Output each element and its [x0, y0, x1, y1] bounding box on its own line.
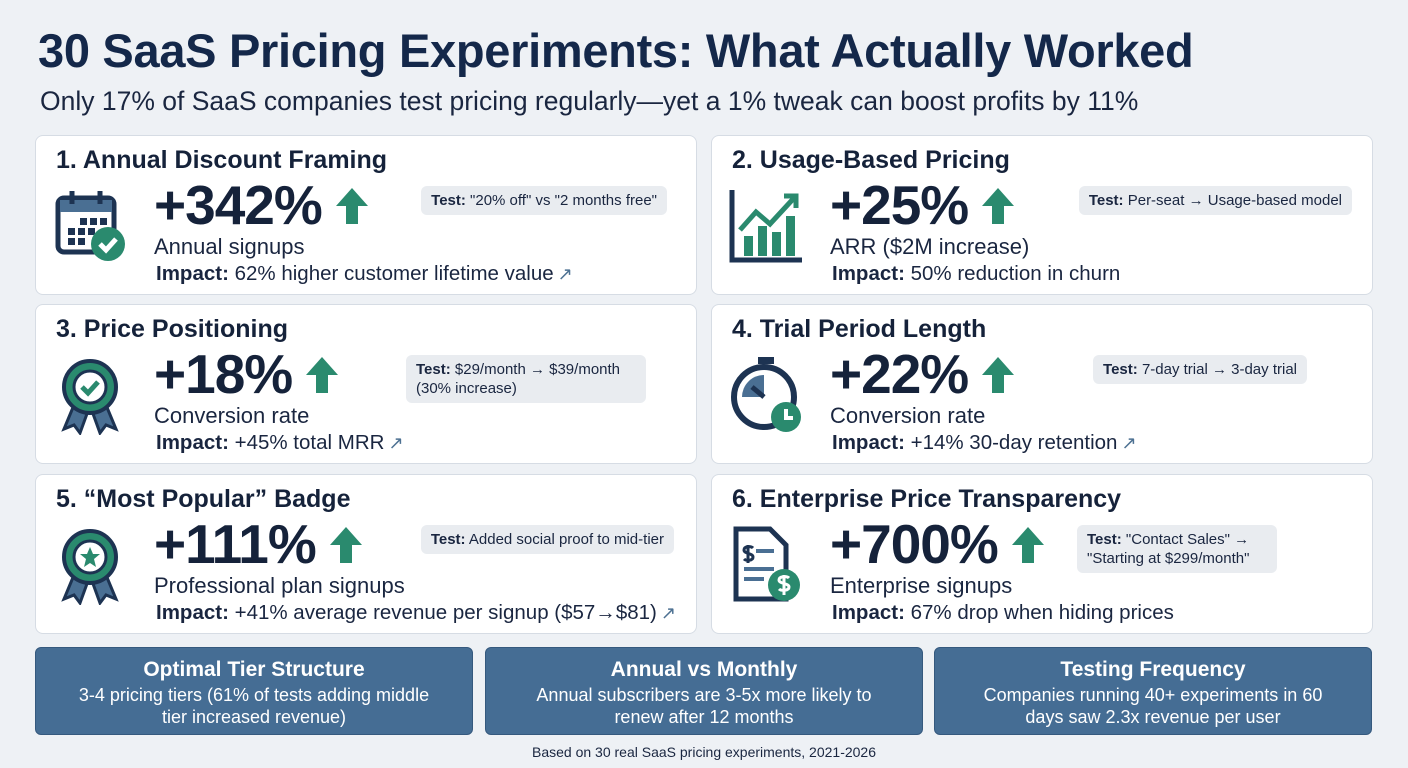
experiment-card: 4. Trial Period Length +22% Conversion r…: [711, 304, 1373, 464]
impact-label: Impact:: [832, 601, 905, 624]
metric-label: Conversion rate: [830, 403, 986, 428]
external-link-icon[interactable]: ↗: [388, 433, 404, 453]
result-value: +342%: [154, 174, 323, 236]
experiment-card: 5. “Most Popular” Badge +111% Profession…: [35, 474, 697, 634]
card-title: 5. “Most Popular” Badge: [56, 485, 351, 513]
impact-text: Impact: 62% higher customer lifetime val…: [156, 262, 573, 286]
result-value-row: +111%: [154, 517, 364, 572]
impact-label: Impact:: [832, 262, 905, 285]
banner-text: 3-4 pricing tiers (61% of tests adding m…: [78, 685, 430, 727]
impact-label: Impact:: [156, 431, 229, 454]
impact-value: 50% reduction in churn: [910, 262, 1121, 285]
page-title: 30 SaaS Pricing Experiments: What Actual…: [38, 24, 1194, 77]
card-title: 1. Annual Discount Framing: [56, 146, 388, 174]
test-pill: Test: "Contact Sales" → "Starting at $29…: [1077, 525, 1277, 573]
test-value: "20% off" vs "2 months free": [470, 192, 657, 209]
stopwatch-icon: [731, 357, 801, 432]
price-document-icon: [733, 526, 800, 602]
card-title: 6. Enterprise Price Transparency: [732, 485, 1122, 513]
banner-text: Annual subscribers are 3-5x more likely …: [536, 685, 872, 727]
banner-text: Companies running 40+ experiments in 60 …: [983, 685, 1323, 727]
experiment-card: 1. Annual Discount Framing +342% Annual …: [35, 135, 697, 295]
card-title: 2. Usage-Based Pricing: [732, 146, 1010, 174]
arrow-up-icon: [982, 356, 1015, 393]
arrow-up-icon: [1011, 526, 1044, 563]
result-value-row: +18%: [154, 347, 340, 402]
metric-label: Annual signups: [154, 234, 305, 259]
test-pill: Test: Per-seat → Usage-based model: [1078, 186, 1352, 215]
growth-chart-icon: [729, 190, 802, 263]
result-value-row: +342%: [154, 178, 370, 233]
banner-title: Testing Frequency: [1060, 658, 1246, 681]
insight-banner: Annual vs Monthly Annual subscribers are …: [485, 647, 923, 735]
result-value: +700%: [830, 513, 999, 575]
award-badge-check-icon: [61, 359, 119, 435]
test-pill: Test: "20% off" vs "2 months free": [421, 186, 667, 215]
banner-title: Optimal Tier Structure: [143, 658, 365, 681]
banner-title: Annual vs Monthly: [610, 658, 798, 681]
arrow-up-icon: [982, 187, 1015, 224]
test-label: Test:: [416, 361, 451, 378]
impact-label: Impact:: [832, 431, 905, 454]
result-value-row: +700%: [830, 517, 1046, 572]
result-value-row: +25%: [830, 178, 1016, 233]
experiment-card: 3. Price Positioning +18% Conversion rat…: [35, 304, 697, 464]
arrow-up-icon: [306, 356, 339, 393]
arrow-up-icon: [329, 526, 362, 563]
impact-label: Impact:: [156, 601, 229, 624]
test-value: Added social proof to mid-tier: [468, 531, 664, 548]
page-subtitle: Only 17% of SaaS companies test pricing …: [40, 86, 1139, 116]
test-label: Test:: [1103, 361, 1138, 378]
test-label: Test:: [431, 192, 466, 209]
experiment-card: 6. Enterprise Price Transparency +700% E…: [711, 474, 1373, 634]
card-title: 4. Trial Period Length: [732, 315, 987, 343]
test-value: "Contact Sales" → "Starting at $299/mont…: [1087, 531, 1250, 567]
footer-note: Based on 30 real SaaS pricing experiment…: [532, 744, 876, 760]
impact-value: +14% 30-day retention: [910, 431, 1118, 454]
result-value: +22%: [830, 343, 969, 405]
test-pill: Test: 7-day trial → 3-day trial: [1093, 355, 1307, 384]
insight-banner: Optimal Tier Structure 3-4 pricing tiers …: [35, 647, 473, 735]
impact-text: Impact: 50% reduction in churn: [832, 262, 1120, 286]
test-pill: Test: Added social proof to mid-tier: [420, 525, 674, 554]
impact-label: Impact:: [156, 262, 229, 285]
insight-banner: Testing Frequency Companies running 40+ e…: [934, 647, 1372, 735]
test-label: Test:: [430, 531, 466, 548]
metric-label: Enterprise signups: [830, 573, 1013, 598]
impact-text: Impact: +14% 30-day retention ↗: [832, 431, 1137, 455]
impact-text: Impact: +45% total MRR ↗: [156, 431, 404, 455]
arrow-up-icon: [335, 187, 368, 224]
card-title: 3. Price Positioning: [56, 315, 288, 343]
impact-value: +41% average revenue per signup ($57→$81…: [234, 601, 657, 624]
metric-label: ARR ($2M increase): [830, 234, 1030, 259]
test-label: Test:: [1087, 531, 1122, 548]
impact-text: Impact: +41% average revenue per signup …: [156, 601, 676, 625]
test-pill: Test: $29/month → $39/month (30% increas…: [406, 355, 646, 403]
impact-text: Impact: 67% drop when hiding prices: [832, 601, 1174, 625]
metric-label: Conversion rate: [154, 403, 310, 428]
result-value: +18%: [154, 343, 293, 405]
experiment-card: 2. Usage-Based Pricing +25% ARR ($2M inc…: [711, 135, 1373, 295]
external-link-icon[interactable]: ↗: [660, 603, 676, 623]
external-link-icon[interactable]: ↗: [557, 264, 573, 284]
test-value: 7-day trial → 3-day trial: [1141, 361, 1297, 378]
impact-value: 67% drop when hiding prices: [910, 601, 1174, 624]
external-link-icon[interactable]: ↗: [1121, 433, 1137, 453]
impact-value: 62% higher customer lifetime value: [234, 262, 554, 285]
test-value: $29/month → $39/month (30% increase): [416, 361, 621, 397]
result-value: +25%: [830, 174, 969, 236]
result-value-row: +22%: [830, 347, 1016, 402]
award-badge-star-icon: [61, 529, 119, 605]
impact-value: +45% total MRR: [234, 431, 385, 454]
test-label: Test:: [1088, 192, 1124, 209]
result-value: +111%: [154, 513, 317, 575]
metric-label: Professional plan signups: [154, 573, 405, 598]
calendar-check-icon: [55, 191, 125, 261]
test-value: Per-seat → Usage-based model: [1127, 192, 1342, 209]
